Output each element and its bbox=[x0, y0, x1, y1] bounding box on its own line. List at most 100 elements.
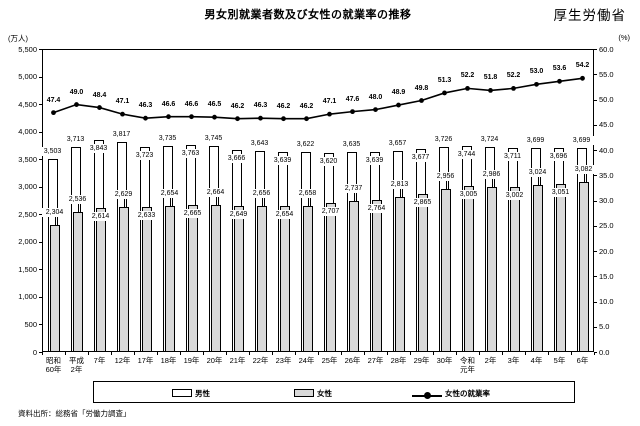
male-value-label: 3,699 bbox=[522, 136, 549, 146]
male-value-label: 3,643 bbox=[246, 139, 273, 149]
x-axis-tick bbox=[410, 352, 411, 355]
y-axis-tick-label-left: 0 bbox=[32, 347, 37, 357]
female-label-leader-line bbox=[215, 197, 217, 206]
y-axis-tick-label-right: 20.0 bbox=[599, 246, 614, 256]
x-axis-tick-label: 29年 bbox=[413, 356, 430, 365]
rate-marker bbox=[396, 102, 401, 108]
rate-value-label: 51.8 bbox=[483, 74, 498, 82]
rate-value-label: 46.6 bbox=[184, 100, 199, 108]
female-value-label: 2,649 bbox=[225, 210, 252, 220]
female-value-label: 3,002 bbox=[501, 190, 528, 200]
y-axis-tick-left bbox=[39, 352, 42, 353]
rate-marker bbox=[97, 105, 102, 110]
male-value-label: 3,677 bbox=[407, 153, 434, 163]
rate-value-label: 46.3 bbox=[253, 102, 268, 110]
x-axis-tick bbox=[65, 352, 66, 355]
y-axis-tick-left bbox=[39, 131, 42, 133]
y-axis-tick-label-right: 60.0 bbox=[599, 44, 614, 54]
female-bar bbox=[532, 185, 543, 352]
x-axis-tick-label: 12年 bbox=[114, 356, 131, 365]
x-axis-tick-label: 6年 bbox=[576, 356, 589, 365]
y-axis-tick-right bbox=[594, 326, 597, 328]
rate-value-label: 47.1 bbox=[115, 98, 130, 106]
female-value-label: 2,629 bbox=[110, 190, 137, 200]
rate-value-label: 54.2 bbox=[575, 62, 590, 70]
female-label-leader-line bbox=[353, 193, 355, 202]
female-legend-swatch-icon bbox=[294, 389, 314, 397]
rate-marker bbox=[580, 75, 585, 81]
male-value-label: 3,735 bbox=[154, 134, 181, 144]
female-bar bbox=[325, 202, 336, 352]
x-axis-tick bbox=[479, 352, 480, 355]
y-axis-tick-right bbox=[594, 124, 597, 126]
female-label-leader-line bbox=[307, 197, 309, 206]
male-value-label: 3,622 bbox=[292, 140, 319, 150]
rate-value-label: 49.8 bbox=[414, 84, 429, 92]
male-value-label: 3,657 bbox=[384, 138, 411, 148]
rate-marker bbox=[442, 90, 447, 96]
rate-marker bbox=[235, 116, 240, 122]
female-value-label: 2,865 bbox=[409, 198, 436, 208]
y-axis-tick-label-right: 15.0 bbox=[599, 271, 614, 281]
rate-value-label: 46.2 bbox=[299, 102, 314, 110]
y-axis-tick-right bbox=[594, 175, 597, 177]
y-axis-tick-left bbox=[39, 49, 42, 50]
y-axis-tick-left bbox=[39, 214, 42, 216]
male-value-label: 3,635 bbox=[338, 139, 365, 149]
y-axis-tick-label-left: 3,500 bbox=[18, 154, 37, 164]
x-axis-tick bbox=[249, 352, 250, 355]
female-value-label: 2,304 bbox=[41, 208, 68, 218]
female-value-label: 3,051 bbox=[547, 187, 574, 197]
female-bar bbox=[164, 205, 175, 352]
rate-legend-dot-icon bbox=[424, 392, 431, 399]
y-axis-tick-right bbox=[594, 74, 597, 76]
female-value-label: 2,614 bbox=[87, 211, 114, 221]
female-value-label: 2,664 bbox=[202, 188, 229, 198]
female-label-leader-line bbox=[123, 199, 125, 208]
male-value-label: 3,843 bbox=[85, 144, 112, 154]
rate-marker bbox=[51, 110, 56, 116]
rate-value-label: 52.2 bbox=[506, 72, 521, 80]
male-value-label: 3,699 bbox=[568, 136, 595, 146]
x-axis-tick-label: 2年 bbox=[484, 356, 497, 365]
female-value-label: 2,813 bbox=[386, 180, 413, 190]
y-axis-tick-right bbox=[594, 251, 597, 252]
y-axis-tick-label-right: 10.0 bbox=[599, 297, 614, 306]
x-axis-tick bbox=[42, 352, 43, 355]
female-value-label: 3,005 bbox=[455, 190, 482, 200]
female-value-label: 2,658 bbox=[294, 188, 321, 198]
female-bar bbox=[210, 205, 221, 352]
male-value-label: 3,711 bbox=[499, 151, 526, 161]
y-axis-tick-label-left: 1,500 bbox=[18, 264, 37, 274]
rate-value-label: 48.9 bbox=[391, 89, 406, 97]
male-value-label: 3,726 bbox=[430, 134, 457, 144]
y-axis-tick-label-right: 45.0 bbox=[599, 120, 614, 130]
x-axis-tick bbox=[387, 352, 388, 355]
rate-value-label: 46.2 bbox=[230, 102, 245, 110]
rate-value-label: 46.2 bbox=[276, 102, 291, 110]
female-label-leader-line bbox=[583, 174, 585, 183]
rate-value-label: 53.6 bbox=[552, 65, 567, 73]
male-value-label: 3,639 bbox=[269, 155, 296, 165]
y-axis-tick-label-right: 50.0 bbox=[599, 95, 614, 104]
rate-value-label: 51.3 bbox=[437, 76, 452, 84]
y-axis-tick-label-left: 4,000 bbox=[18, 127, 37, 137]
female-label-leader-line bbox=[399, 189, 401, 198]
x-axis-tick-label: 3年 bbox=[507, 356, 520, 365]
y-axis-tick-label-left: 2,000 bbox=[18, 237, 37, 247]
female-bar bbox=[72, 212, 83, 352]
x-axis-tick-label: 4年 bbox=[530, 356, 543, 365]
x-axis-tick bbox=[203, 352, 204, 355]
female-value-label: 2,665 bbox=[179, 209, 206, 219]
x-axis-tick bbox=[341, 352, 342, 355]
x-axis-tick-label: 18年 bbox=[160, 356, 177, 365]
female-bar bbox=[279, 205, 290, 352]
x-axis-tick-label: 5年 bbox=[553, 356, 566, 365]
rate-marker bbox=[373, 107, 378, 112]
x-axis-tick-label: 22年 bbox=[252, 356, 269, 365]
y-axis-tick-right bbox=[594, 49, 597, 50]
male-value-label: 3,620 bbox=[315, 156, 342, 166]
x-axis-tick bbox=[180, 352, 181, 355]
y-axis-tick-left bbox=[39, 104, 42, 106]
y-axis-tick-label-right: 35.0 bbox=[599, 170, 614, 180]
